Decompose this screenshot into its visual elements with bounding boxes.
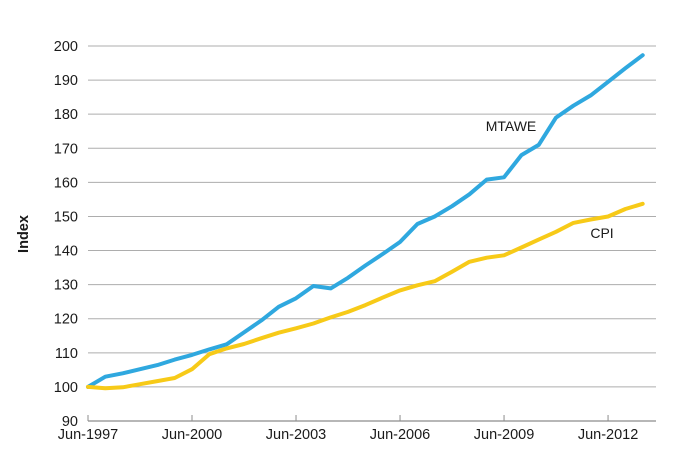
- y-tick-label-90: 90: [62, 414, 78, 430]
- x-tick-label-2006: Jun-2006: [370, 427, 430, 443]
- y-tick-label-200: 200: [54, 39, 78, 55]
- y-tick-label-180: 180: [54, 107, 78, 123]
- y-tick-label-130: 130: [54, 278, 78, 294]
- mtawe-line: [86, 53, 645, 389]
- mtawe-series-label: MTAWE: [486, 118, 537, 134]
- y-tick-label-100: 100: [54, 380, 78, 396]
- y-tick-label-140: 140: [54, 244, 78, 260]
- data-series-lines: [86, 53, 645, 391]
- y-tick-label-170: 170: [54, 141, 78, 157]
- y-tick-label-160: 160: [54, 175, 78, 191]
- series-inline-labels: MTAWE CPI: [486, 118, 614, 241]
- y-tick-label-150: 150: [54, 209, 78, 225]
- x-axis-tick-labels: Jun-1997 Jun-2000 Jun-2003 Jun-2006 Jun-2009…: [58, 427, 639, 443]
- x-tick-label-2003: Jun-2003: [266, 427, 326, 443]
- x-tick-label-2012: Jun-2012: [578, 427, 638, 443]
- x-tick-label-2000: Jun-2000: [162, 427, 222, 443]
- cpi-line: [86, 201, 645, 391]
- y-tick-label-190: 190: [54, 73, 78, 89]
- y-axis-tick-labels: 90 100 110 120 130 140 150 160 170 180 190 200: [54, 39, 78, 430]
- x-tick-label-1997: Jun-1997: [58, 427, 118, 443]
- x-tick-label-2009: Jun-2009: [474, 427, 534, 443]
- x-axis: [87, 415, 656, 422]
- y-tick-label-120: 120: [54, 312, 78, 328]
- cpi-series-label: CPI: [590, 225, 613, 241]
- y-axis-title: Index: [16, 215, 32, 253]
- gridlines: [88, 45, 656, 388]
- y-tick-label-110: 110: [55, 346, 78, 362]
